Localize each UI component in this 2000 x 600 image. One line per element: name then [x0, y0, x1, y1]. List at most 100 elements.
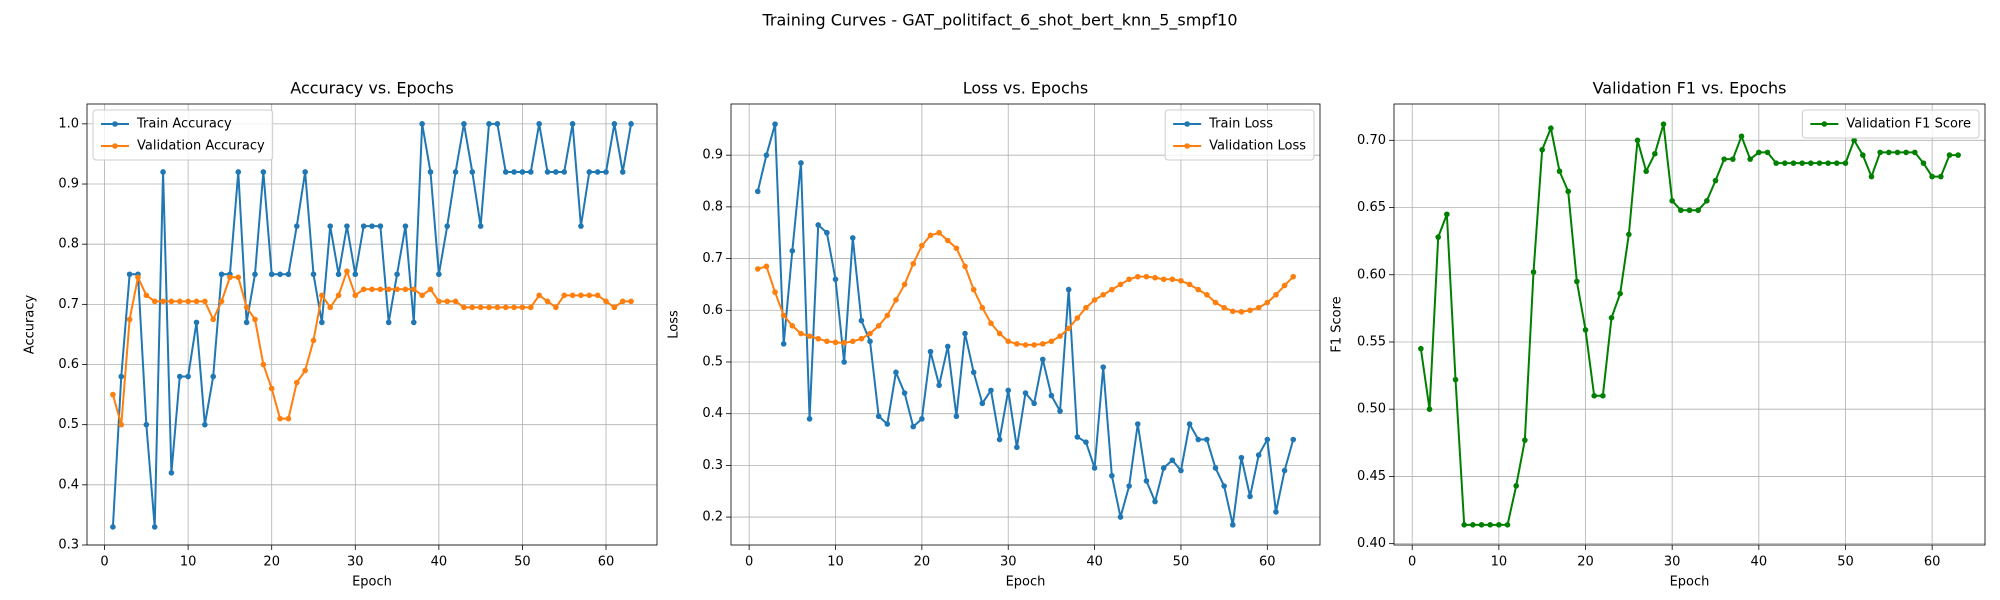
point: [176, 373, 183, 380]
point: [1204, 291, 1210, 298]
x-tick-label: 50: [1837, 555, 1854, 570]
point: [310, 337, 317, 344]
point: [1929, 173, 1935, 180]
y-axis-label: Loss: [667, 310, 682, 339]
point: [277, 415, 283, 422]
y-tick-label: 0.60: [1357, 267, 1386, 282]
point: [780, 312, 787, 319]
point: [1730, 156, 1736, 162]
point: [335, 292, 342, 299]
point: [798, 160, 804, 166]
y-tick-label: 0.7: [702, 251, 723, 266]
point: [1169, 276, 1176, 283]
point: [603, 298, 609, 305]
point: [1842, 160, 1849, 166]
point: [1255, 452, 1262, 458]
point: [754, 266, 761, 272]
y-tick-label: 0.6: [702, 303, 723, 318]
point: [578, 223, 584, 229]
point: [553, 169, 559, 175]
point: [1160, 465, 1167, 471]
point: [824, 229, 830, 236]
y-tick-label: 0.8: [58, 237, 79, 252]
legend-marker: [112, 143, 118, 149]
y-tick-label: 0.3: [58, 538, 79, 553]
point: [176, 298, 183, 305]
point: [369, 286, 375, 293]
point: [988, 320, 994, 327]
point: [1686, 207, 1693, 214]
legend-marker: [1184, 121, 1190, 127]
point: [319, 319, 325, 326]
point: [1264, 436, 1271, 443]
point: [996, 330, 1003, 337]
point: [832, 276, 839, 283]
point: [1530, 269, 1537, 275]
point: [410, 319, 417, 326]
point: [875, 322, 882, 329]
point: [1591, 392, 1597, 399]
legend-box: [1801, 109, 1980, 139]
point: [594, 169, 601, 175]
legend-marker: [1184, 143, 1190, 149]
point: [444, 298, 451, 305]
legend: Train Loss Validation Loss: [1164, 109, 1315, 161]
point: [185, 373, 191, 380]
point: [1091, 297, 1098, 303]
figure-title: Training Curves - GAT_politifact_6_shot_…: [761, 11, 1237, 31]
point: [553, 304, 559, 311]
point: [594, 292, 601, 299]
point: [619, 169, 626, 175]
point: [1083, 304, 1089, 311]
point: [763, 263, 770, 270]
point: [1083, 439, 1089, 445]
y-tick-label: 0.4: [58, 477, 79, 492]
point: [461, 121, 467, 127]
point: [1444, 211, 1450, 218]
point: [1281, 282, 1288, 289]
point: [875, 413, 882, 420]
y-tick-label: 0.50: [1357, 402, 1386, 417]
point: [1886, 149, 1892, 156]
point: [327, 223, 334, 229]
point: [1669, 198, 1675, 204]
point: [1877, 149, 1883, 156]
legend-label: Validation Loss: [1209, 139, 1306, 154]
point: [1894, 149, 1901, 156]
point: [815, 222, 822, 228]
point: [477, 304, 484, 311]
point: [1478, 522, 1485, 528]
point: [1920, 160, 1927, 166]
point: [1704, 198, 1710, 204]
point: [1678, 207, 1684, 214]
point: [268, 271, 275, 278]
point: [135, 274, 141, 281]
x-tick-label: 0: [100, 555, 108, 570]
point: [1868, 173, 1875, 180]
point: [494, 121, 501, 127]
point: [1247, 493, 1253, 500]
point: [628, 298, 634, 305]
point: [1126, 483, 1132, 489]
point: [402, 223, 409, 229]
point: [1764, 149, 1771, 156]
point: [536, 292, 542, 299]
point: [1255, 304, 1262, 311]
x-tick-label: 40: [1086, 555, 1103, 570]
x-axis-label: Epoch: [1006, 575, 1046, 590]
point: [1100, 291, 1107, 298]
axes-frame: [1393, 103, 1986, 546]
point: [202, 298, 208, 305]
point: [527, 304, 534, 311]
point: [824, 338, 830, 345]
point: [1782, 160, 1788, 166]
legend-marker: [112, 121, 118, 127]
point: [996, 436, 1003, 443]
subplot-title: Accuracy vs. Epochs: [290, 79, 453, 98]
subplot: Accuracy vs. Epochs 0 10 20 30 40 50 60 0.3 0.4 0.…: [23, 79, 658, 590]
point: [1513, 483, 1519, 489]
point: [841, 340, 847, 346]
point: [360, 223, 367, 229]
point: [494, 304, 501, 311]
point: [293, 223, 300, 229]
